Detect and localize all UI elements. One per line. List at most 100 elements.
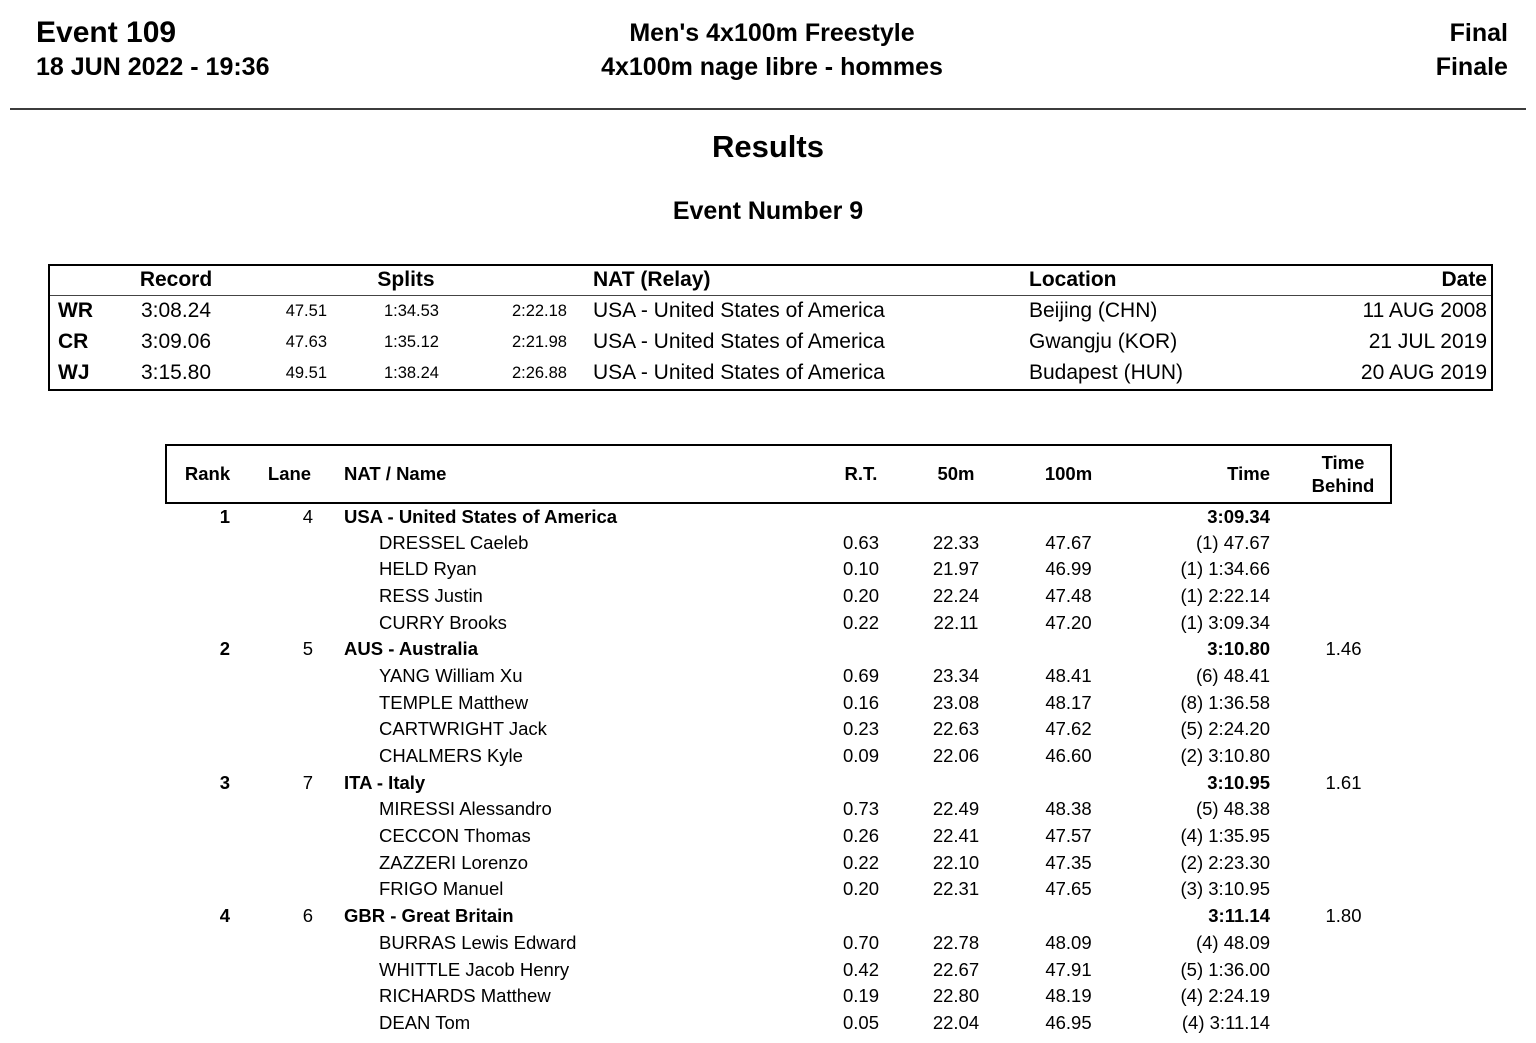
- record-row: WR 3:08.24 47.51 1:34.53 2:22.18 USA - U…: [49, 295, 1492, 327]
- swimmer-cumulative-time: (4) 2:24.19: [1180, 985, 1270, 1007]
- record-time: 3:09.06: [140, 330, 212, 354]
- swimmer-name: CURRY Brooks: [379, 611, 507, 633]
- swimmer-name: HELD Ryan: [379, 558, 477, 580]
- swimmer-100m-split: 47.57: [1045, 825, 1092, 847]
- swimmer-row: ZAZZERI Lorenzo 0.22 22.10 47.35 (2) 2:2…: [166, 849, 1391, 876]
- record-split-2: 1:35.12: [383, 332, 439, 351]
- results-header-row: Rank Lane NAT / Name R.T. 50m 100m Time …: [165, 443, 1392, 504]
- swimmer-100m-split: 47.91: [1045, 958, 1092, 980]
- swimmer-name: YANG William Xu: [379, 664, 523, 686]
- header-left: Event 109 18 JUN 2022 - 19:36: [36, 14, 522, 82]
- swimmer-name: MIRESSI Alessandro: [379, 798, 552, 820]
- swimmer-row: RICHARDS Matthew 0.19 22.80 48.19 (4) 2:…: [166, 983, 1391, 1010]
- team-row: 2 5 AUS - Australia 3:10.80 1.46: [166, 636, 1391, 663]
- record-time: 3:15.80: [140, 361, 212, 385]
- team-final-time: 3:11.14: [1208, 905, 1270, 927]
- team-rank: 3: [219, 771, 230, 793]
- records-header-blank: [49, 265, 111, 296]
- swimmer-cumulative-time: (1) 1:34.66: [1180, 558, 1270, 580]
- record-date: 20 AUG 2019: [1360, 361, 1487, 385]
- swimmer-50m-split: 21.97: [932, 558, 980, 580]
- record-code: WR: [58, 299, 93, 322]
- team-final-time: 3:10.80: [1207, 638, 1270, 660]
- page-header: Event 109 18 JUN 2022 - 19:36 Men's 4x10…: [0, 14, 1536, 82]
- header-divider: [10, 108, 1526, 110]
- swimmer-reaction-time: 0.73: [842, 798, 879, 820]
- team-lane: 6: [302, 905, 313, 927]
- swimmer-100m-split: 47.67: [1045, 531, 1092, 553]
- swimmer-50m-split: 22.67: [932, 958, 980, 980]
- swimmer-100m-split: 47.48: [1045, 584, 1092, 606]
- results-header-rt: R.T.: [821, 443, 901, 504]
- record-code: WJ: [58, 361, 90, 385]
- event-title-fr: 4x100m nage libre - hommes: [601, 53, 943, 81]
- swimmer-name: DRESSEL Caeleb: [379, 531, 529, 553]
- swimmer-reaction-time: 0.26: [842, 825, 879, 847]
- swimmer-100m-split: 48.38: [1045, 798, 1092, 820]
- swimmer-cumulative-time: (2) 2:23.30: [1180, 851, 1270, 873]
- swimmer-name: ZAZZERI Lorenzo: [379, 851, 529, 873]
- swimmer-100m-split: 46.95: [1045, 1011, 1092, 1033]
- event-number-subtitle: Event Number 9: [672, 197, 864, 225]
- swimmer-reaction-time: 0.22: [842, 851, 879, 873]
- results-table: Rank Lane NAT / Name R.T. 50m 100m Time …: [165, 443, 1392, 1037]
- results-header-lane: Lane: [248, 443, 331, 504]
- swimmer-100m-split: 48.09: [1045, 931, 1092, 953]
- team-name: ITA - Italy: [344, 771, 426, 793]
- team-name: GBR - Great Britain: [344, 905, 514, 927]
- swimmer-reaction-time: 0.42: [842, 958, 879, 980]
- swimmer-cumulative-time: (1) 47.67: [1195, 531, 1270, 553]
- swimmer-reaction-time: 0.16: [842, 691, 879, 713]
- swimmer-reaction-time: 0.63: [842, 531, 879, 553]
- record-location: Gwangju (KOR): [1029, 330, 1178, 354]
- record-time: 3:08.24: [111, 295, 241, 327]
- swimmer-name: DEAN Tom: [379, 1011, 471, 1033]
- swimmer-50m-split: 22.49: [932, 798, 980, 820]
- team-lane: 7: [302, 771, 313, 793]
- results-header-100m: 100m: [1011, 443, 1126, 504]
- swimmer-50m-split: 22.06: [932, 745, 980, 767]
- results-header-50m: 50m: [901, 443, 1011, 504]
- swimmer-cumulative-time: (1) 2:22.14: [1180, 584, 1270, 606]
- record-nat: USA - United States of America: [593, 361, 885, 385]
- swimmer-cumulative-time: (5) 48.38: [1195, 798, 1270, 820]
- time-behind-line1: Time: [1321, 451, 1365, 473]
- results-header-time: Time: [1126, 443, 1296, 504]
- swimmer-name: RICHARDS Matthew: [379, 985, 551, 1007]
- team-time-behind: 1.80: [1325, 905, 1362, 927]
- swimmer-name: TEMPLE Matthew: [379, 691, 529, 713]
- swimmer-reaction-time: 0.09: [842, 745, 879, 767]
- swimmer-row: HELD Ryan 0.10 21.97 46.99 (1) 1:34.66: [166, 556, 1391, 583]
- team-rank: 1: [219, 506, 230, 528]
- results-header-nat-name: NAT / Name: [331, 443, 821, 504]
- swimmer-row: MIRESSI Alessandro 0.73 22.49 48.38 (5) …: [166, 796, 1391, 823]
- record-split-2: 1:38.24: [383, 363, 439, 382]
- swimmer-100m-split: 48.19: [1045, 985, 1092, 1007]
- team-final-time: 3:10.95: [1207, 771, 1270, 793]
- record-split-1: 47.51: [241, 295, 331, 327]
- swimmer-cumulative-time: (5) 1:36.00: [1180, 958, 1270, 980]
- record-split-2: 1:34.53: [331, 295, 443, 327]
- team-name: USA - United States of America: [344, 506, 618, 528]
- results-header-time-behind: Time Behind: [1296, 443, 1392, 504]
- swimmer-cumulative-time: (5) 2:24.20: [1180, 718, 1270, 740]
- swimmer-cumulative-time: (2) 3:10.80: [1180, 745, 1270, 767]
- header-right: Final Finale: [1022, 14, 1508, 82]
- record-location: Beijing (CHN): [1021, 295, 1331, 327]
- record-row: CR 3:09.06 47.63 1:35.12 2:21.98 USA - U…: [49, 327, 1492, 359]
- record-split-3: 2:22.18: [443, 295, 571, 327]
- team-time-behind: 1.46: [1325, 638, 1362, 660]
- team-name: AUS - Australia: [344, 638, 478, 660]
- swimmer-row: DEAN Tom 0.05 22.04 46.95 (4) 3:11.14: [166, 1010, 1391, 1037]
- team-time-behind: [1296, 503, 1391, 530]
- records-header-location: Location: [1021, 265, 1331, 296]
- team-time-behind: 1.61: [1325, 771, 1362, 793]
- swimmer-cumulative-time: (3) 3:10.95: [1180, 878, 1270, 900]
- records-header-date: Date: [1331, 265, 1492, 296]
- record-nat: USA - United States of America: [593, 330, 885, 354]
- record-date: 21 JUL 2019: [1368, 330, 1487, 354]
- record-nat: USA - United States of America: [571, 295, 1021, 327]
- swimmer-name: CHALMERS Kyle: [379, 745, 523, 767]
- record-split-3: 2:21.98: [511, 332, 567, 351]
- swimmer-row: WHITTLE Jacob Henry 0.42 22.67 47.91 (5)…: [166, 956, 1391, 983]
